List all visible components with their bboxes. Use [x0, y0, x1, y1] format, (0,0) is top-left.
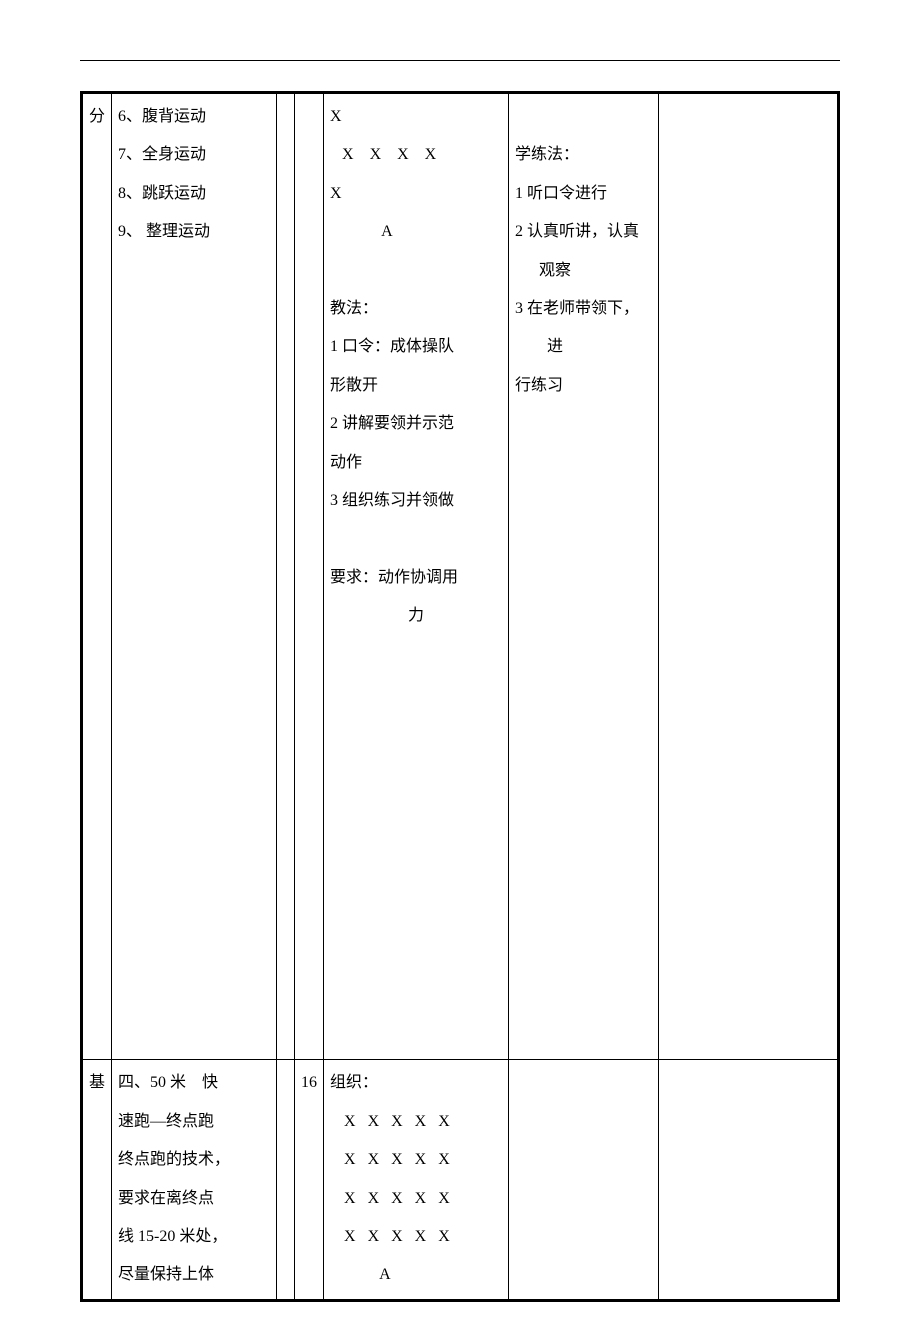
formation-line: A — [330, 213, 502, 251]
content-cell: 四、50 米 快 速跑—终点跑 终点跑的技术， 要求在离终点 线 15-20 米… — [112, 1060, 277, 1300]
learn-cell: 学练法： 1 听口令进行 2 认真听讲，认真 观察 3 在老师带领下， 进 行练… — [509, 93, 659, 1060]
content-cell: 6、腹背运动 7、全身运动 8、跳跃运动 9、 整理运动 — [112, 93, 277, 1060]
learn-item: 3 在老师带领下， — [515, 290, 652, 328]
empty-cell — [277, 1060, 295, 1300]
teach-item: 形散开 — [330, 367, 502, 405]
content-item: 7、全身运动 — [118, 136, 270, 174]
phase-label: 分 — [89, 108, 105, 125]
formation-line: X X X X X — [330, 1180, 502, 1218]
learn-item: 2 认真听讲，认真 — [515, 213, 652, 251]
teach-label: 教法： — [330, 290, 502, 328]
formation-line: X — [330, 98, 502, 136]
org-label: 组织： — [330, 1064, 502, 1102]
phase-cell: 分 — [82, 93, 112, 1060]
time-cell — [295, 93, 324, 1060]
formation-line: A — [330, 1256, 502, 1294]
content-item: 线 15-20 米处， — [118, 1218, 270, 1256]
teach-item: 动作 — [330, 444, 502, 482]
content-item: 四、50 米 快 — [118, 1064, 270, 1102]
table-row: 基 四、50 米 快 速跑—终点跑 终点跑的技术， 要求在离终点 线 15-20… — [82, 1060, 839, 1300]
learn-title: 学练法： — [515, 136, 652, 174]
table-row: 分 6、腹背运动 7、全身运动 8、跳跃运动 9、 整理运动 X X X X X… — [82, 93, 839, 1060]
requirement-line: 力 — [330, 597, 502, 635]
content-item: 9、 整理运动 — [118, 213, 270, 251]
empty-cell — [659, 93, 839, 1060]
content-item: 要求在离终点 — [118, 1180, 270, 1218]
learn-item: 进 — [515, 328, 652, 366]
lesson-plan-table: 分 6、腹背运动 7、全身运动 8、跳跃运动 9、 整理运动 X X X X X… — [80, 91, 840, 1302]
time-value: 16 — [301, 1074, 317, 1091]
phase-cell: 基 — [82, 1060, 112, 1300]
time-cell: 16 — [295, 1060, 324, 1300]
teach-item: 1 口令：成体操队 — [330, 328, 502, 366]
learn-item: 行练习 — [515, 367, 652, 405]
requirement-line: 要求：动作协调用 — [330, 559, 502, 597]
phase-label: 基 — [89, 1074, 105, 1091]
content-item: 终点跑的技术， — [118, 1141, 270, 1179]
formation-line: X X X X X — [330, 1218, 502, 1256]
teach-item: 2 讲解要领并示范 — [330, 405, 502, 443]
formation-line: X — [330, 175, 502, 213]
formation-line: X X X X X — [330, 1141, 502, 1179]
learn-item: 观察 — [515, 252, 652, 290]
teach-cell: X X X X X X A 教法： 1 口令：成体操队 形散开 2 讲解要领并示… — [324, 93, 509, 1060]
learn-item: 1 听口令进行 — [515, 175, 652, 213]
content-item: 速跑—终点跑 — [118, 1103, 270, 1141]
formation-line: X X X X — [330, 136, 502, 174]
learn-cell — [509, 1060, 659, 1300]
empty-cell — [277, 93, 295, 1060]
content-item: 尽量保持上体 — [118, 1256, 270, 1294]
formation-line: X X X X X — [330, 1103, 502, 1141]
teach-cell: 组织： X X X X X X X X X X X X X X X X X X … — [324, 1060, 509, 1300]
teach-item: 3 组织练习并领做 — [330, 482, 502, 520]
content-item: 6、腹背运动 — [118, 98, 270, 136]
content-item: 8、跳跃运动 — [118, 175, 270, 213]
empty-cell — [659, 1060, 839, 1300]
top-divider — [80, 60, 840, 61]
